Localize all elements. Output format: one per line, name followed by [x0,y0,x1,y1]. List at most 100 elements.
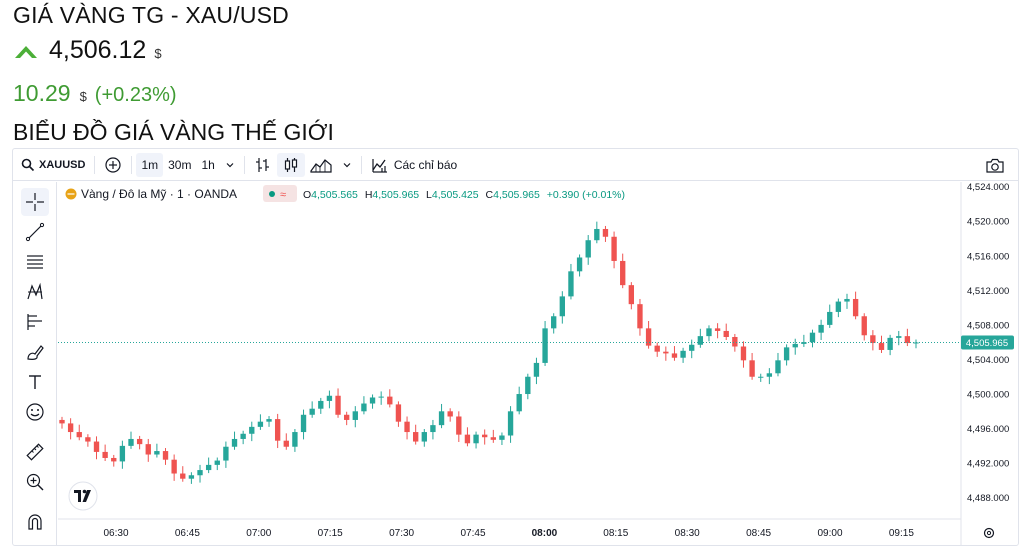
candle [758,373,764,382]
candle-body [283,440,289,447]
candle [369,394,376,409]
candle-body [628,285,635,305]
pattern-tool[interactable] [21,278,49,306]
market-status-badge[interactable] [263,185,297,202]
horizontal-lines-icon [27,255,43,269]
candle-body [335,395,341,415]
emoji-tool[interactable] [21,398,49,426]
candle [361,396,367,415]
candle [93,436,100,460]
candle [637,298,643,336]
interval-1h[interactable]: 1h [201,157,215,172]
candle [542,321,548,366]
candle-body [749,360,755,377]
last-price-tag: 4,505.965 [961,335,1014,350]
candle [516,386,522,415]
tradingview-logo[interactable] [68,481,98,511]
candle [594,221,600,244]
toolbar-divider [131,155,133,174]
indicators-button[interactable]: Các chỉ báo [366,153,462,177]
candle-body [464,434,471,444]
candle-body [85,437,91,442]
ruler-icon [26,443,44,461]
chart-area[interactable]: 4,488.000 4,492.000 4,496.000 4,500.000 4,50… [58,182,1019,546]
candle-body [205,464,212,471]
candle-body [76,432,82,438]
candle [456,411,462,442]
y-tick-label: 4,488.000 [967,493,1009,504]
forecast-tool[interactable] [21,308,49,336]
crosshair-icon [26,193,44,211]
brush-tool[interactable] [21,338,49,366]
candle [59,416,65,429]
compare-button[interactable] [99,153,127,177]
candle [663,346,669,361]
candle [231,431,238,450]
candle [697,328,704,348]
candle [490,429,496,443]
toolbar-divider [94,155,96,174]
zoom-in-icon [26,473,44,491]
candle [214,457,220,471]
candle-body [102,451,108,458]
zoom-tool[interactable] [21,468,49,496]
brush-icon [27,345,44,360]
candle [111,454,117,467]
screenshot-button[interactable] [980,154,1010,178]
search-icon [21,158,35,171]
candle-body [188,475,195,479]
y-tick-label: 4,508.000 [967,320,1009,331]
candle-body [507,411,514,436]
candle [85,434,91,447]
candle-body [326,395,333,401]
candle [318,397,324,414]
candle [102,444,108,461]
candle-body [93,441,100,452]
x-tick-label: 07:30 [389,528,414,539]
magnet-tool[interactable] [21,508,49,536]
x-tick-label: 06:30 [103,528,128,539]
candle [645,321,652,349]
candle [171,454,177,481]
candle [188,472,195,484]
candle-body [878,343,885,350]
y-tick-label: 4,504.000 [967,355,1009,366]
candle-body [231,438,238,447]
candle-body [620,260,626,286]
candle [749,352,755,380]
text-tool[interactable] [21,368,49,396]
candle [274,413,281,449]
candle-body [438,411,445,426]
crosshair-tool[interactable] [21,188,49,216]
interval-1m[interactable]: 1m [136,152,164,177]
candle-body [576,257,583,272]
candle [335,388,341,418]
interval-30m[interactable]: 30m [168,157,192,172]
candle-body [818,324,824,333]
candle-body [654,345,660,352]
candle-body [249,426,255,434]
bars-style-button[interactable] [249,153,277,177]
candles-style-button[interactable] [276,152,305,177]
area-style-button[interactable] [305,153,337,177]
candle [300,409,307,440]
indicators-label: Các chỉ báo [393,157,458,172]
fib-tool[interactable] [21,248,49,276]
candle-body [568,271,574,297]
candle-body [395,404,402,422]
interval-dropdown[interactable] [220,153,240,177]
chart-type-dropdown[interactable] [337,153,357,177]
candle [292,429,298,452]
chevron-down-icon [226,162,234,167]
measure-tool[interactable] [21,438,49,466]
candle [326,390,333,409]
symbol-search[interactable]: XAUUSD [13,153,90,177]
candle-body [266,419,272,422]
section-title: BIỂU ĐỒ GIÁ VÀNG THẾ GIỚI [13,119,334,145]
x-tick-label: 07:00 [246,528,271,539]
price-chart[interactable]: 4,488.000 4,492.000 4,496.000 4,500.000 4,50… [58,182,1019,546]
settings-gear-icon[interactable] [983,527,995,539]
market-status-icon: ≈ [280,189,286,201]
trend-line-tool[interactable] [21,218,49,246]
candle [154,443,160,458]
